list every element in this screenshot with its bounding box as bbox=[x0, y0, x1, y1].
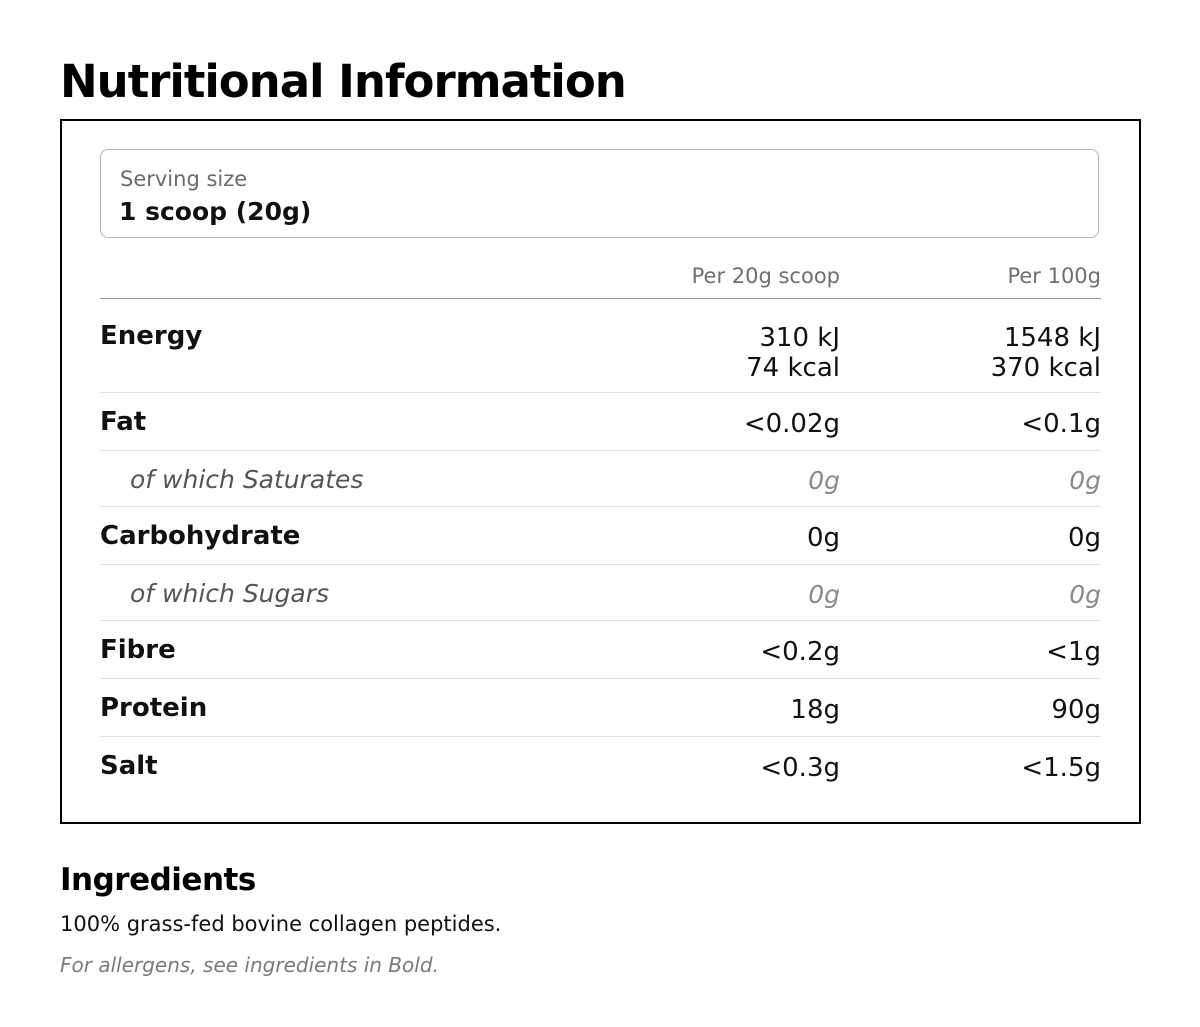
nutrient-row-fat: Fat <0.02g <0.1g bbox=[100, 393, 1101, 451]
nutrient-name: Fat bbox=[100, 407, 147, 437]
energy-per-serving-kj: 310 kJ bbox=[759, 323, 840, 353]
nutrient-row-saturates: of which Saturates 0g 0g bbox=[100, 451, 1101, 507]
nutrient-row-salt: Salt <0.3g <1.5g bbox=[100, 737, 1101, 794]
serving-size-value: 1 scoop (20g) bbox=[119, 197, 312, 226]
protein-per-serving: 18g bbox=[790, 695, 840, 725]
fibre-per-serving: <0.2g bbox=[760, 637, 840, 667]
carbohydrate-per-100g: 0g bbox=[1067, 523, 1101, 553]
sugars-per-serving: 0g bbox=[808, 580, 840, 609]
energy-per-serving-kcal: 74 kcal bbox=[746, 353, 840, 383]
table-header: Per 20g scoop Per 100g bbox=[100, 264, 1101, 299]
nutrient-row-carbohydrate: Carbohydrate 0g 0g bbox=[100, 507, 1101, 565]
nutrient-name: Fibre bbox=[100, 635, 176, 665]
allergen-note: For allergens, see ingredients in Bold. bbox=[60, 953, 439, 977]
saturates-per-100g: 0g bbox=[1069, 466, 1101, 495]
header-per-100g: Per 100g bbox=[1007, 264, 1101, 288]
fat-per-serving: <0.02g bbox=[743, 409, 840, 439]
nutrition-panel: Serving size 1 scoop (20g) Per 20g scoop… bbox=[60, 119, 1141, 824]
ingredients-heading: Ingredients bbox=[60, 862, 256, 898]
serving-size-label: Serving size bbox=[120, 167, 248, 191]
fat-per-100g: <0.1g bbox=[1021, 409, 1101, 439]
nutrient-name: Salt bbox=[100, 751, 158, 781]
protein-per-100g: 90g bbox=[1051, 695, 1101, 725]
page-title: Nutritional Information bbox=[60, 55, 627, 108]
nutrient-row-fibre: Fibre <0.2g <1g bbox=[100, 621, 1101, 679]
serving-size-box: Serving size 1 scoop (20g) bbox=[100, 149, 1099, 238]
fibre-per-100g: <1g bbox=[1046, 637, 1101, 667]
nutrient-name: Protein bbox=[100, 693, 208, 723]
header-per-serving: Per 20g scoop bbox=[691, 264, 840, 288]
energy-per-100g-kj: 1548 kJ bbox=[1003, 323, 1101, 353]
salt-per-serving: <0.3g bbox=[760, 753, 840, 783]
nutrient-name: Energy bbox=[100, 321, 203, 351]
nutrient-row-protein: Protein 18g 90g bbox=[100, 679, 1101, 737]
energy-per-100g: 1548 kJ 370 kcal bbox=[991, 323, 1101, 383]
nutrient-name: of which Saturates bbox=[130, 465, 364, 494]
salt-per-100g: <1.5g bbox=[1021, 753, 1101, 783]
sugars-per-100g: 0g bbox=[1069, 580, 1101, 609]
energy-per-100g-kcal: 370 kcal bbox=[990, 353, 1101, 383]
saturates-per-serving: 0g bbox=[808, 466, 840, 495]
energy-per-serving: 310 kJ 74 kcal bbox=[746, 323, 840, 383]
nutrient-row-energy: Energy 310 kJ 74 kcal 1548 kJ 370 kcal bbox=[100, 299, 1101, 393]
nutrient-name: Carbohydrate bbox=[100, 521, 301, 551]
carbohydrate-per-serving: 0g bbox=[806, 523, 840, 553]
nutrient-row-sugars: of which Sugars 0g 0g bbox=[100, 565, 1101, 621]
nutrient-name: of which Sugars bbox=[130, 579, 330, 608]
ingredients-text: 100% grass-fed bovine collagen peptides. bbox=[60, 912, 502, 936]
